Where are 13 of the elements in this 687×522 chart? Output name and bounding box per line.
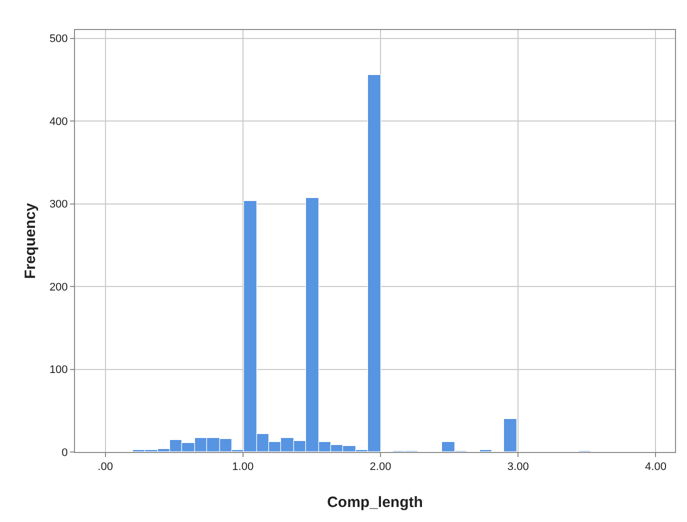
y-axis-title: Frequency <box>22 202 39 279</box>
y-tick-label: 0 <box>62 446 68 459</box>
x-tick-label: .00 <box>98 461 113 474</box>
x-axis-title: Comp_length <box>327 494 423 511</box>
y-tick-label: 200 <box>49 281 68 294</box>
y-tick-label: 100 <box>49 364 68 376</box>
x-tick-label: 4.00 <box>645 461 666 474</box>
y-tick-label: 400 <box>49 116 68 128</box>
y-tick-label: 300 <box>49 198 68 211</box>
x-tick-label: 3.00 <box>507 461 529 474</box>
x-tick-label: 2.00 <box>370 461 392 474</box>
y-tick-label: 500 <box>49 33 68 46</box>
x-tick-label: 1.00 <box>232 461 254 474</box>
